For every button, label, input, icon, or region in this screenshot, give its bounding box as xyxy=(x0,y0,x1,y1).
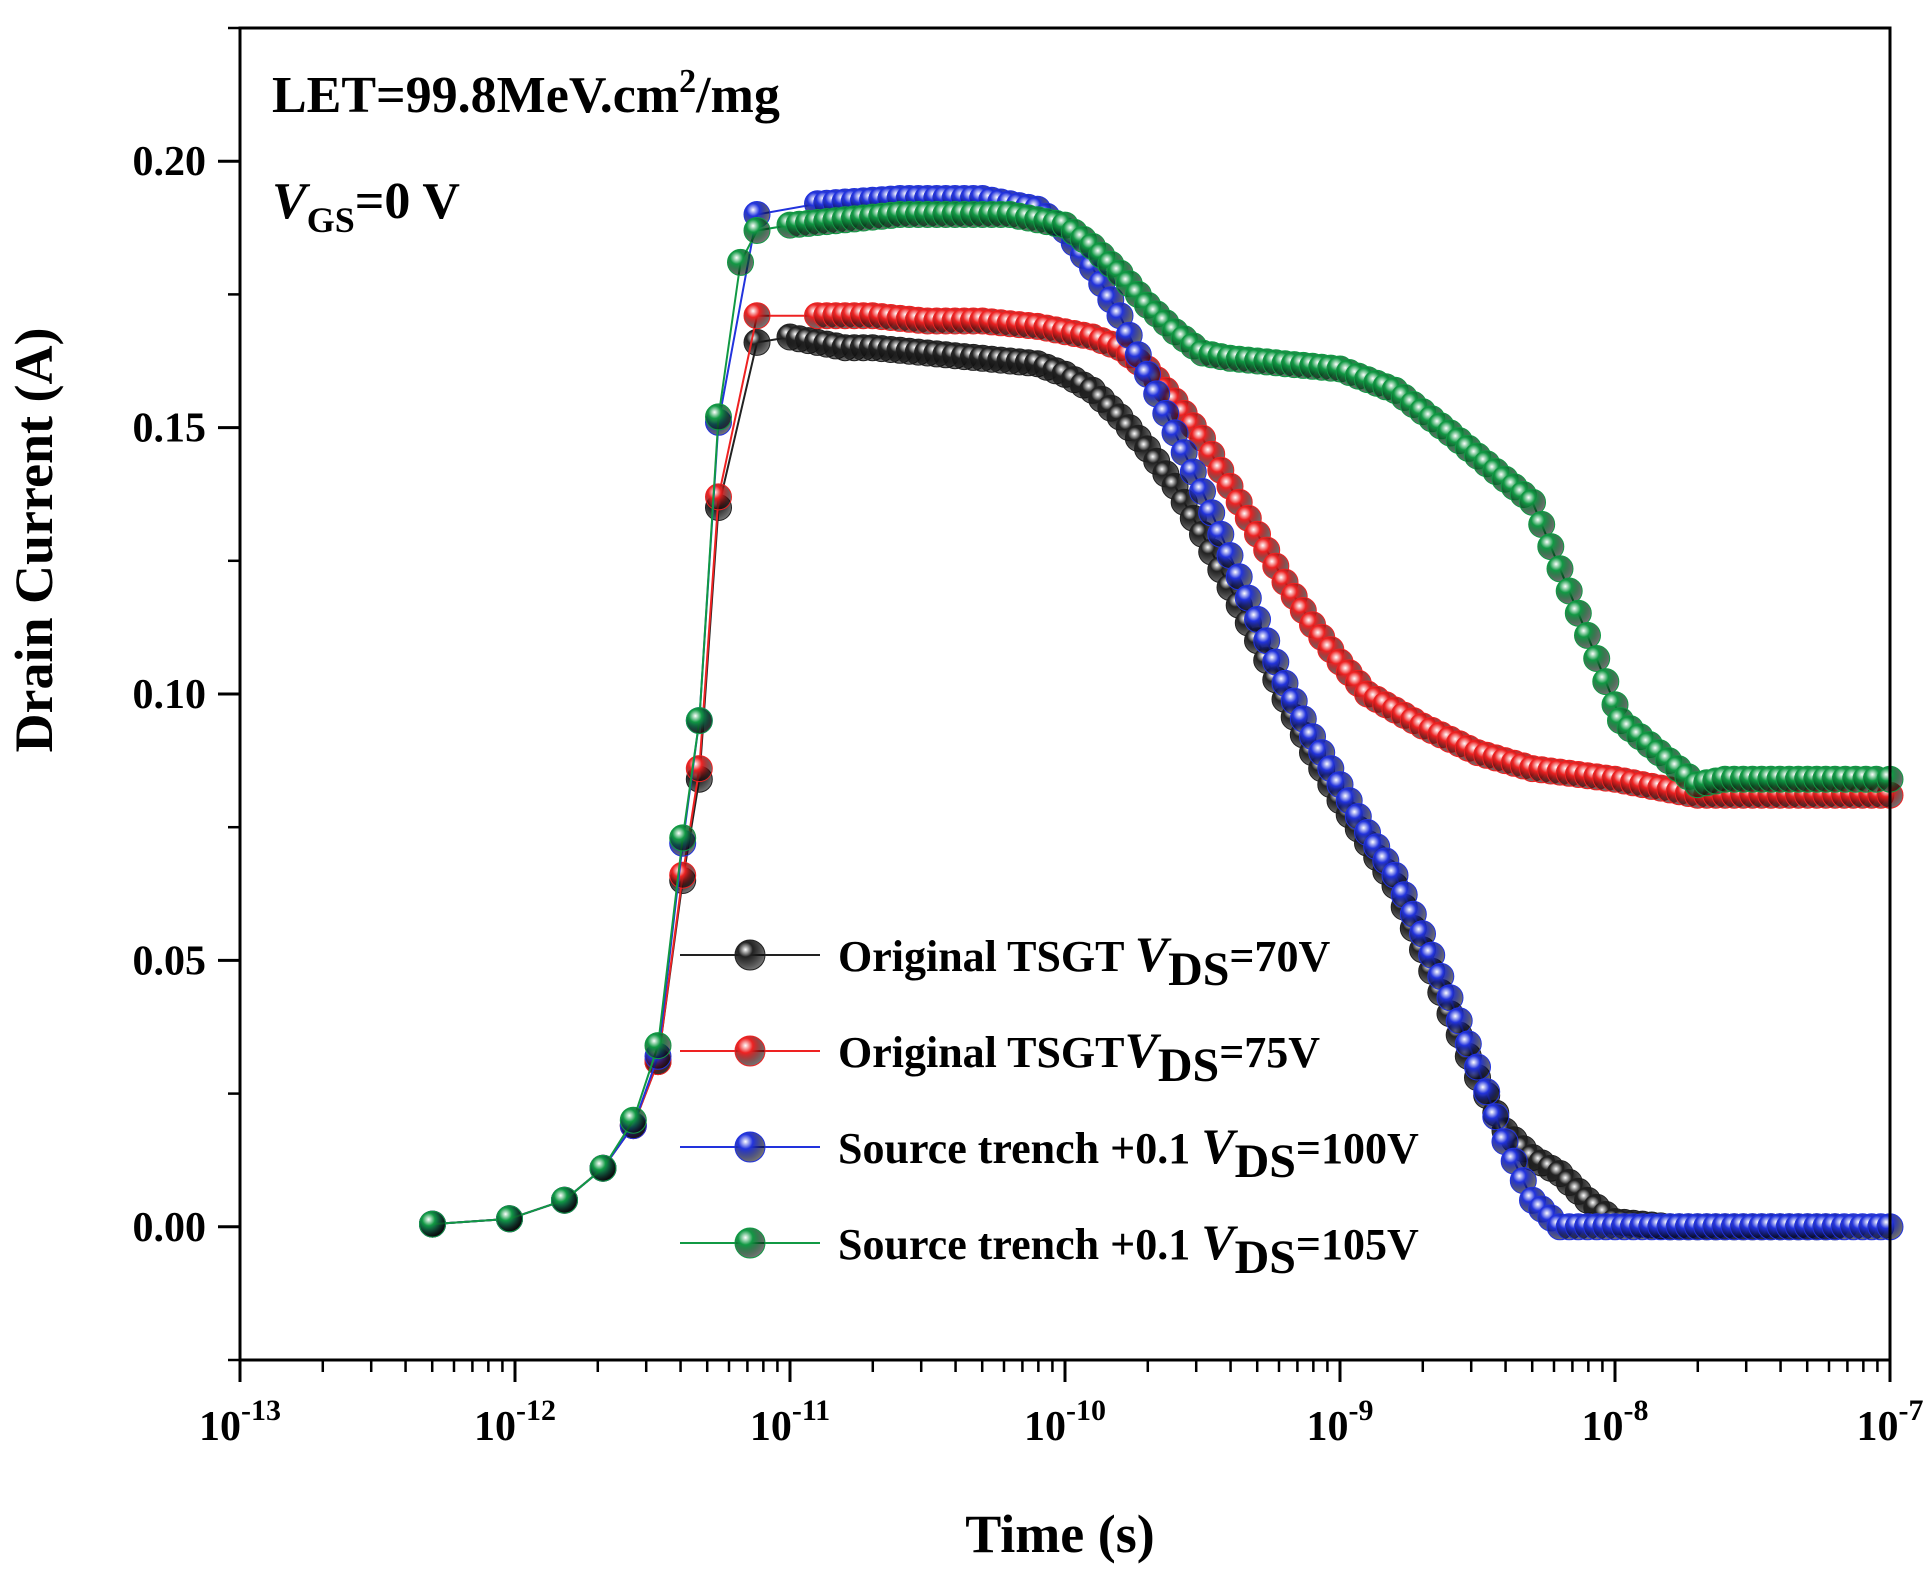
data-point xyxy=(669,861,697,889)
x-tick-exponent: -13 xyxy=(241,1394,281,1427)
x-tick-base: 10 xyxy=(199,1404,241,1450)
legend-sub: DS xyxy=(1235,1231,1296,1284)
legend-v: V xyxy=(1201,1118,1238,1174)
data-point xyxy=(705,483,732,511)
x-tick-base: 10 xyxy=(1024,1404,1066,1450)
legend-marker xyxy=(734,1131,766,1163)
x-tick-exponent: -9 xyxy=(1349,1394,1374,1427)
x-tick-exponent: -7 xyxy=(1899,1394,1924,1427)
tick-layer xyxy=(218,26,1892,1382)
x-tick-base: 10 xyxy=(1307,1404,1349,1450)
legend-value: =105V xyxy=(1296,1220,1419,1269)
vgs-symbol: V xyxy=(272,173,311,230)
legend-text: Original TSGT xyxy=(838,1028,1125,1077)
legend-sub: DS xyxy=(1158,1039,1219,1092)
data-point xyxy=(1464,1053,1491,1081)
legend-label: Source trench +0.1 VDS=105V xyxy=(838,1214,1419,1284)
data-point xyxy=(669,824,697,852)
let-prefix: LET=99.8MeV.cm xyxy=(272,67,679,124)
y-tick-label: 0.20 xyxy=(133,139,207,185)
data-point xyxy=(1583,645,1611,672)
series-layer xyxy=(419,185,1904,1241)
let-annotation: LET=99.8MeV.cm2/mg xyxy=(272,63,780,124)
data-point xyxy=(1574,621,1601,649)
legend-marker xyxy=(734,1227,766,1259)
data-point xyxy=(1592,668,1620,696)
data-point xyxy=(1473,1078,1501,1106)
plot-frame xyxy=(238,26,1892,1362)
x-tick-base: 10 xyxy=(750,1404,792,1450)
y-tick-label: 0.05 xyxy=(133,938,207,984)
legend-sub: DS xyxy=(1235,1135,1296,1188)
vgs-subscript: GS xyxy=(307,200,355,240)
x-tick-label: 10-7 xyxy=(1857,1394,1924,1450)
vgs-annotation: VGS=0 V xyxy=(272,173,460,240)
legend-sub: DS xyxy=(1168,943,1229,996)
legend-text: Source trench +0.1 xyxy=(838,1220,1201,1269)
series-3 xyxy=(419,185,1904,1241)
legend-entry-4: Source trench +0.1 VDS=105V xyxy=(680,1214,1419,1284)
x-tick-exponent: -11 xyxy=(792,1394,830,1427)
legend-value: =100V xyxy=(1296,1124,1419,1173)
x-tick-exponent: -12 xyxy=(516,1394,556,1427)
data-point xyxy=(551,1186,578,1214)
x-tick-label: 10-13 xyxy=(199,1394,281,1450)
legend-label: Source trench +0.1 VDS=100V xyxy=(838,1118,1419,1188)
legend-marker xyxy=(734,1035,766,1067)
data-point xyxy=(619,1106,647,1134)
legend-text: Source trench +0.1 xyxy=(838,1124,1201,1173)
legend-v: V xyxy=(1135,926,1172,982)
x-tick-label: 10-8 xyxy=(1582,1394,1649,1450)
vgs-value: =0 V xyxy=(355,173,460,230)
x-tick-base: 10 xyxy=(1582,1404,1624,1450)
y-axis-title: Drain Current (A) xyxy=(4,328,64,753)
data-point xyxy=(1454,1030,1482,1058)
legend-v: V xyxy=(1201,1214,1238,1270)
x-tick-base: 10 xyxy=(1857,1404,1899,1450)
legend-entry-3: Source trench +0.1 VDS=100V xyxy=(680,1118,1419,1188)
legend-label: Original TSGTVDS=75V xyxy=(838,1022,1320,1092)
series-4 xyxy=(419,201,1904,1238)
data-point xyxy=(743,328,771,356)
data-point xyxy=(589,1154,617,1182)
x-axis-title: Time (s) xyxy=(965,1504,1154,1564)
data-point xyxy=(1445,1007,1473,1035)
data-point xyxy=(743,217,771,244)
x-tick-label: 10-9 xyxy=(1307,1394,1374,1450)
let-suffix: /mg xyxy=(695,67,780,124)
data-point xyxy=(705,403,732,431)
let-superscript: 2 xyxy=(679,63,696,100)
data-point xyxy=(685,755,713,783)
y-tick-label: 0.10 xyxy=(133,672,207,718)
y-tick-label: 0.15 xyxy=(133,406,207,452)
tick-label-layer: 10-13 10-12 10-11 10-10 10-9 10-8 10-70.000.05… xyxy=(133,139,1924,1450)
legend-entry-2: Original TSGTVDS=75V xyxy=(680,1022,1320,1092)
data-point xyxy=(419,1210,446,1238)
x-tick-label: 10-12 xyxy=(474,1394,556,1450)
legend-value: =75V xyxy=(1219,1028,1320,1077)
y-tick-label: 0.00 xyxy=(133,1205,207,1251)
legend-label: Original TSGT VDS=70V xyxy=(838,926,1330,996)
x-tick-exponent: -8 xyxy=(1624,1394,1649,1427)
legend-marker xyxy=(734,939,766,971)
legend-entry-1: Original TSGT VDS=70V xyxy=(680,926,1330,996)
x-tick-base: 10 xyxy=(474,1404,516,1450)
data-point xyxy=(644,1032,672,1060)
legend-value: =70V xyxy=(1229,932,1330,981)
data-point xyxy=(496,1205,523,1233)
data-point xyxy=(1436,984,1464,1012)
data-point xyxy=(743,302,771,330)
legend-v: V xyxy=(1125,1022,1162,1078)
data-point xyxy=(727,248,754,276)
data-point xyxy=(1482,1103,1510,1131)
x-tick-label: 10-10 xyxy=(1024,1394,1106,1450)
x-tick-label: 10-11 xyxy=(750,1394,830,1450)
legend-text: Original TSGT xyxy=(838,932,1135,981)
x-tick-exponent: -10 xyxy=(1066,1394,1106,1427)
data-point xyxy=(685,707,713,735)
